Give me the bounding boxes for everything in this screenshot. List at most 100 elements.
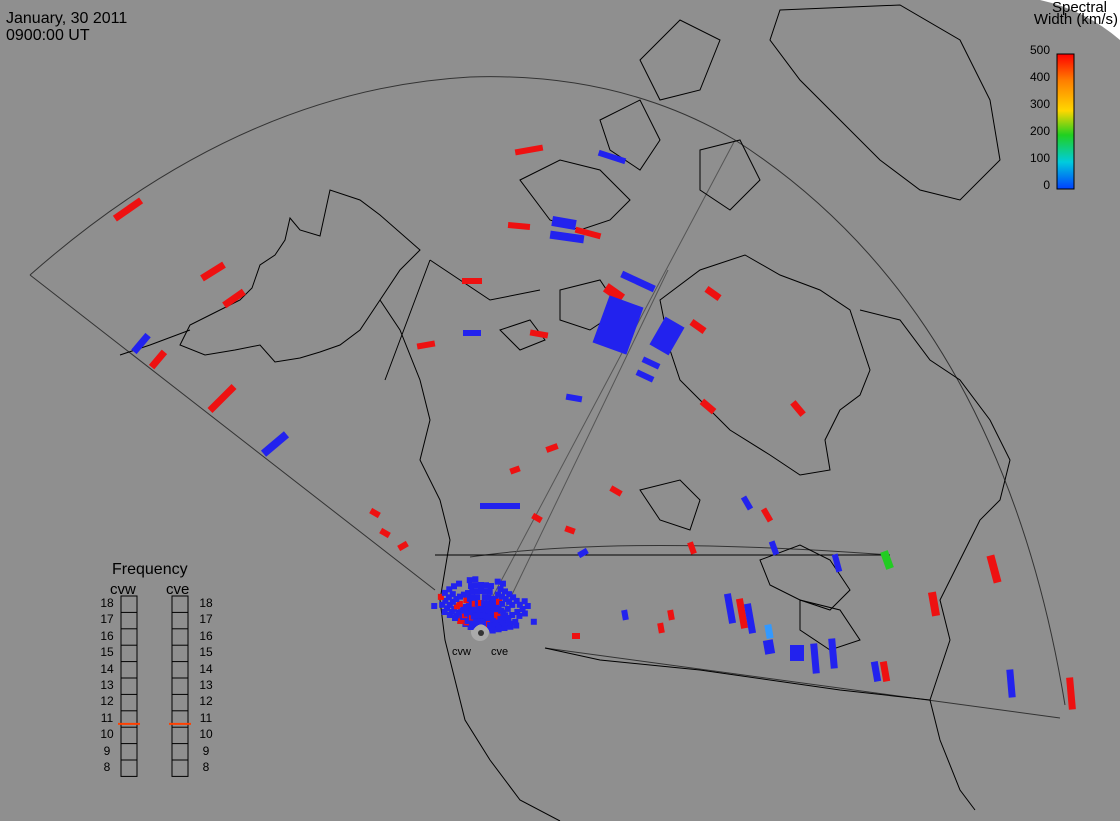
echo-cell <box>501 625 507 631</box>
echo-cell <box>487 589 493 595</box>
echo-cell <box>704 286 721 301</box>
echo-cell <box>525 603 531 609</box>
echo-cell <box>564 525 575 534</box>
echo-cell <box>566 394 583 403</box>
colorbar-tick-label: 0 <box>1043 178 1050 192</box>
echo-cell <box>687 541 697 554</box>
echo-cell <box>463 330 481 336</box>
time-label: 0900:00 UT <box>6 28 90 44</box>
frequency-level-label: 18 <box>97 596 117 610</box>
echo-cell <box>871 661 881 682</box>
echo-cell <box>987 554 1002 583</box>
echo-cell <box>572 633 580 639</box>
echo-cell <box>649 317 684 356</box>
echo-cell <box>131 333 151 354</box>
echo-cell <box>764 624 773 639</box>
echo-cell <box>462 278 482 284</box>
echo-cell <box>500 581 506 587</box>
echo-cell <box>417 340 436 349</box>
echo-cell <box>621 610 629 621</box>
echo-cell <box>551 216 576 230</box>
frequency-level-label: 15 <box>97 645 117 659</box>
echo-cell <box>880 550 894 570</box>
echo-cell <box>741 495 753 510</box>
echo-cell <box>507 624 513 630</box>
echo-cell <box>531 619 537 625</box>
echo-cell <box>1006 669 1015 698</box>
frequency-level-label: 10 <box>196 727 216 741</box>
echo-cell <box>513 623 519 629</box>
echo-cell <box>488 583 494 589</box>
site-label-cve: cve <box>491 646 508 658</box>
frequency-level-label: 9 <box>196 744 216 758</box>
echo-cell <box>828 638 838 668</box>
colorbar-tick-label: 100 <box>1030 151 1050 165</box>
echo-cell <box>620 271 656 293</box>
colorbar-tick-label: 500 <box>1030 43 1050 57</box>
frequency-level-label: 11 <box>196 711 216 725</box>
echo-cell <box>609 485 622 496</box>
echo-cell <box>495 579 501 585</box>
echo-cell <box>369 508 381 518</box>
frequency-level-label: 13 <box>97 678 117 692</box>
echo-cell <box>832 554 842 573</box>
echo-cell <box>667 610 675 621</box>
frequency-level-label: 17 <box>196 612 216 626</box>
echo-cells <box>113 145 1076 710</box>
echo-cell <box>761 507 773 522</box>
frequency-level-label: 8 <box>196 760 216 774</box>
echo-cell <box>1066 677 1076 709</box>
echo-cell <box>467 577 473 583</box>
echo-cell <box>222 289 246 308</box>
frequency-level-label: 15 <box>196 645 216 659</box>
echo-cell <box>880 661 890 682</box>
echo-cell <box>636 369 655 382</box>
echo-cell <box>515 145 544 156</box>
frequency-level-label: 18 <box>196 596 216 610</box>
echo-cell <box>763 639 775 655</box>
echo-cell <box>657 623 665 634</box>
frequency-level-label: 9 <box>97 744 117 758</box>
echo-cell <box>509 612 515 618</box>
echo-cell <box>509 465 520 474</box>
frequency-level-label: 12 <box>196 694 216 708</box>
frequency-title: Frequency <box>112 561 188 579</box>
echo-cell <box>490 628 496 634</box>
echo-cell <box>472 576 478 582</box>
radar-name-cve: cve <box>166 581 189 598</box>
frequency-level-label: 16 <box>97 629 117 643</box>
colorbar-title-line2: Width (km/s) <box>1034 12 1118 28</box>
colorbar-tick-label: 300 <box>1030 97 1050 111</box>
echo-cell <box>496 626 502 632</box>
echo-cell <box>261 431 289 456</box>
echo-cell <box>790 645 804 661</box>
echo-cell <box>928 591 940 616</box>
echo-cell <box>480 503 520 509</box>
echo-cell <box>379 528 391 538</box>
frequency-level-label: 17 <box>97 612 117 626</box>
echo-cell <box>431 603 437 609</box>
near-range-scatter <box>431 576 537 633</box>
frequency-level-label: 10 <box>97 727 117 741</box>
echo-cell <box>149 350 167 370</box>
frequency-level-label: 14 <box>196 662 216 676</box>
echo-cell <box>593 295 644 354</box>
echo-cell <box>530 329 549 338</box>
echo-cell <box>598 150 626 164</box>
colorbar-tick-label: 200 <box>1030 124 1050 138</box>
echo-cell <box>208 384 237 413</box>
colorbar-tick-label: 400 <box>1030 70 1050 84</box>
echo-cell <box>508 222 530 230</box>
echo-cell <box>200 262 226 282</box>
frequency-level-label: 16 <box>196 629 216 643</box>
echo-cell <box>456 581 462 587</box>
site-label-cvw: cvw <box>452 646 471 658</box>
echo-cell <box>522 610 528 616</box>
echo-cell <box>397 541 409 551</box>
echo-cell <box>516 613 522 619</box>
echo-cell <box>689 319 706 334</box>
frequency-level-label: 11 <box>97 711 117 725</box>
frequency-level-label: 8 <box>97 760 117 774</box>
frequency-level-label: 13 <box>196 678 216 692</box>
